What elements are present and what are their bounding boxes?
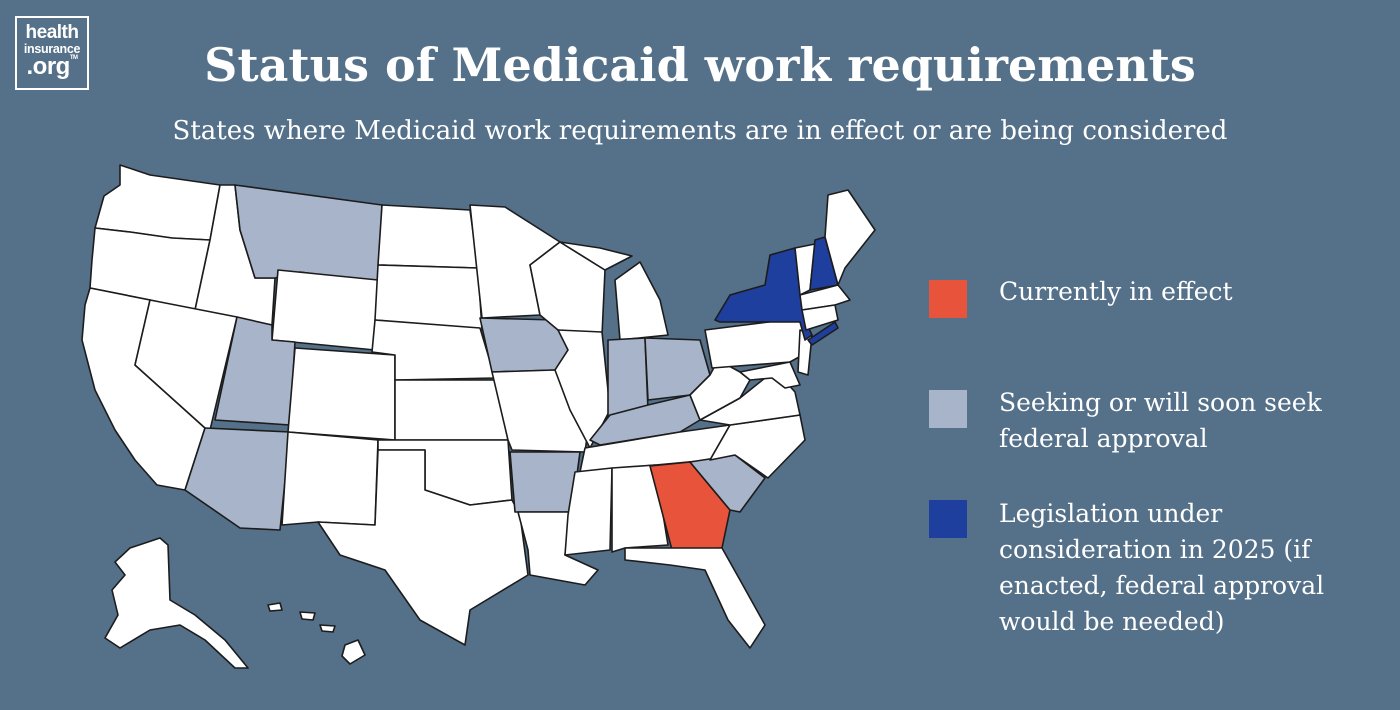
legend-label-legislation: Legislation under consideration in 2025 … bbox=[999, 499, 1325, 636]
state-hawaii bbox=[267, 602, 366, 665]
state-massachusetts bbox=[799, 284, 851, 311]
state-south-dakota bbox=[374, 264, 483, 331]
state-pennsylvania bbox=[704, 317, 809, 369]
logo: health insurance .orgTM bbox=[15, 16, 89, 90]
state-colorado bbox=[287, 347, 396, 441]
state-arizona bbox=[184, 427, 291, 531]
state-florida bbox=[624, 547, 766, 649]
state-georgia bbox=[649, 461, 731, 551]
state-mississippi bbox=[564, 467, 613, 556]
state-new-mexico bbox=[281, 431, 379, 526]
state-illinois bbox=[554, 329, 611, 449]
state-wyoming bbox=[271, 269, 379, 351]
state-connecticut bbox=[801, 304, 839, 331]
state-montana bbox=[234, 184, 383, 283]
state-kansas bbox=[394, 379, 509, 441]
legend-label-in-effect: Currently in effect bbox=[999, 277, 1233, 306]
legend-swatch-legislation bbox=[929, 500, 967, 538]
legend-swatch-in-effect bbox=[929, 280, 967, 318]
state-utah bbox=[214, 316, 296, 426]
logo-line-1: health bbox=[25, 22, 79, 43]
legend-swatch-seeking bbox=[929, 390, 967, 428]
state-maryland bbox=[739, 361, 801, 389]
logo-line-2: insurance bbox=[23, 42, 81, 56]
state-alabama bbox=[611, 464, 669, 553]
state-new-york-long-island bbox=[807, 321, 839, 346]
page-title: Status of Medicaid work requirements bbox=[204, 38, 1196, 92]
state-texas bbox=[317, 449, 529, 646]
state-north-dakota bbox=[377, 204, 479, 269]
legend-label-seeking: Seeking or will soon seek federal approv… bbox=[999, 388, 1322, 453]
state-michigan bbox=[559, 241, 669, 341]
state-alaska bbox=[104, 537, 249, 669]
state-washington bbox=[94, 164, 221, 241]
logo-line-3: .orgTM bbox=[26, 52, 78, 80]
page-subtitle: States where Medicaid work requirements … bbox=[172, 116, 1228, 146]
